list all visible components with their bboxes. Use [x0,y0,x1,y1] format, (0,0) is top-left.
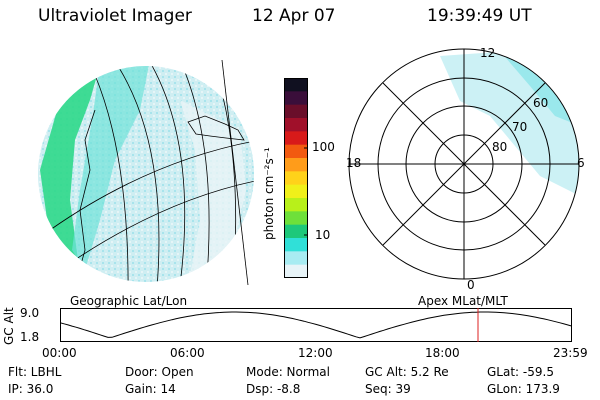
colorbar-swatch [284,184,308,199]
gain-info: Gain: 14 [125,382,176,396]
colorbar-swatch [284,131,308,146]
colorbar-swatch [284,238,308,252]
filter-info: Flt: LBHL [8,365,62,379]
mlat-label-70: 70 [512,120,528,134]
colorbar-unit-label: photon cm⁻²s⁻¹ [262,147,276,240]
time-tick-0600: 06:00 [170,346,205,360]
time-tick-1200: 12:00 [298,346,333,360]
gc-alt-tick-max: 9.0 [20,306,40,320]
time-tick-0000: 00:00 [42,346,77,360]
colorbar-swatch [284,211,308,226]
ip-info: IP: 36.0 [8,382,54,396]
mlat-label-80: 80 [492,140,508,154]
mlt-label-12: 12 [480,46,496,60]
colorbar [284,78,308,278]
mlt-label-6: 6 [577,156,585,170]
time-tick-1800: 18:00 [425,346,460,360]
colorbar-swatch [284,264,308,278]
colorbar-swatch [284,198,308,212]
time-tick-2359: 23:59 [553,346,588,360]
colorbar-swatch [284,224,308,239]
colorbar-tick-10: 10 [315,228,331,242]
door-info: Door: Open [125,365,194,379]
gc-alt-curve [60,311,572,339]
seq-info: Seq: 39 [365,382,411,396]
mlt-label-18: 18 [346,156,362,170]
colorbar-swatch [284,91,308,106]
gc-alt-tick-min: 1.8 [20,330,40,344]
instrument-title: Ultraviolet Imager [38,6,192,26]
glon-info: GLon: 173.9 [487,382,560,396]
date-label: 12 Apr 07 [252,6,336,26]
gc-alt-plot [60,308,572,342]
dsp-info: Dsp: -8.8 [246,382,301,396]
geographic-image [38,59,254,286]
aurora-oval [440,49,579,196]
gc-alt-info: GC Alt: 5.2 Re [365,365,449,379]
polar-panel-label: Apex MLat/MLT [418,294,508,308]
colorbar-swatch [284,144,308,159]
mode-info: Mode: Normal [246,365,330,379]
time-label: 19:39:49 UT [427,6,532,26]
colorbar-swatch [284,118,308,132]
polar-plot [348,48,580,280]
mlt-label-0: 0 [467,278,475,292]
colorbar-tick-100: 100 [312,140,335,154]
colorbar-swatch [284,78,308,92]
colorbar-swatch [284,251,308,266]
geographic-panel-label: Geographic Lat/Lon [70,294,188,308]
glat-info: GLat: -59.5 [487,365,554,379]
colorbar-swatch [284,171,308,186]
colorbar-swatch [284,158,308,172]
colorbar-swatch [284,104,308,119]
aurora-band-green [40,66,100,260]
gc-alt-axis-label: GC Alt [2,307,16,345]
mlat-label-60: 60 [533,96,549,110]
